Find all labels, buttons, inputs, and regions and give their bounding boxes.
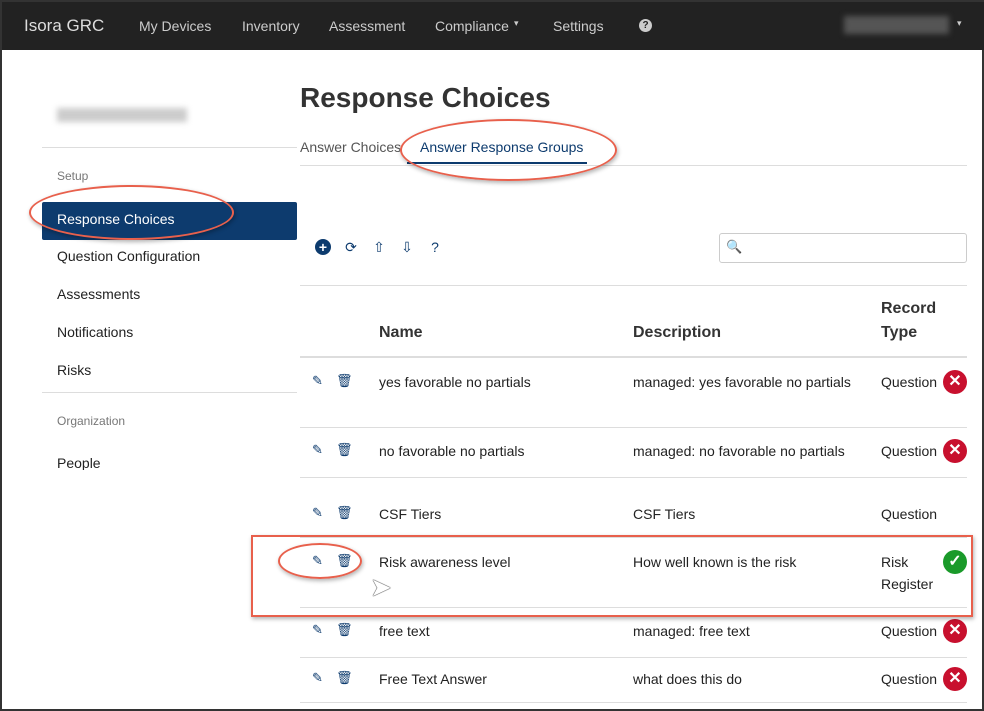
nav-my-devices[interactable]: My Devices	[139, 18, 212, 34]
divider	[42, 392, 297, 393]
row-divider	[300, 537, 967, 538]
row-description: CSF Tiers	[633, 506, 696, 522]
row-description: what does this do	[633, 671, 742, 687]
nav-inventory[interactable]: Inventory	[242, 18, 300, 34]
annotation-ellipse	[278, 543, 362, 579]
error-icon: ✕	[943, 370, 967, 394]
error-icon: ✕	[943, 439, 967, 463]
divider	[42, 147, 297, 148]
row-record-type: Question	[881, 443, 938, 459]
error-icon: ✕	[943, 667, 967, 691]
delete-icon[interactable]: 🗑	[336, 373, 353, 388]
page-title: Response Choices	[300, 82, 551, 113]
edit-icon[interactable]: ✎	[312, 622, 323, 637]
error-icon: ✕	[943, 619, 967, 643]
row-description: managed: no favorable no partials	[633, 443, 845, 459]
row-name: CSF Tiers	[379, 506, 442, 522]
row-record-type: Question	[881, 506, 938, 522]
check-icon: ✓	[943, 550, 967, 574]
column-header-description: Description	[633, 324, 722, 341]
help-icon[interactable]: ?	[431, 239, 439, 255]
top-navbar: Isora GRC My Devices Inventory Assessmen…	[2, 2, 984, 50]
sidebar-item-assessments[interactable]: Assessments	[57, 286, 141, 302]
row-name: no favorable no partials	[379, 443, 525, 459]
organization-section-label: Organization	[57, 414, 126, 428]
row-divider	[300, 427, 967, 428]
row-name: free text	[379, 623, 430, 639]
row-record-type: Question	[881, 623, 938, 639]
edit-icon[interactable]: ✎	[312, 505, 323, 520]
row-divider	[300, 657, 967, 658]
edit-icon[interactable]: ✎	[312, 442, 323, 457]
tab-answer-choices[interactable]: Answer Choices	[300, 139, 402, 155]
nav-assessment[interactable]: Assessment	[329, 18, 406, 34]
row-divider	[300, 702, 967, 703]
row-description: How well known is the risk	[633, 554, 797, 570]
delete-icon[interactable]: 🗑	[336, 442, 353, 457]
refresh-icon[interactable]: ⟳	[345, 239, 357, 255]
annotation-ellipse	[29, 185, 234, 240]
delete-icon[interactable]: 🗑	[336, 505, 353, 520]
export-icon[interactable]: ⇧	[373, 239, 385, 255]
setup-section-label: Setup	[57, 169, 89, 183]
mouse-cursor-icon: ➤	[370, 572, 392, 602]
row-record-type: Question	[881, 671, 938, 687]
import-icon[interactable]: ⇩	[401, 239, 413, 255]
org-name	[57, 108, 187, 122]
row-name: Free Text Answer	[379, 671, 487, 687]
chevron-down-icon: ▾	[514, 18, 519, 28]
sidebar-item-question-configuration[interactable]: Question Configuration	[57, 248, 201, 264]
help-icon[interactable]: ?	[639, 19, 652, 32]
delete-icon[interactable]: 🗑	[336, 670, 353, 685]
delete-icon[interactable]: 🗑	[336, 622, 353, 637]
row-record-type: Question	[881, 374, 938, 390]
brand-logo[interactable]: Isora GRC	[24, 16, 105, 35]
column-header-name: Name	[379, 324, 423, 341]
add-icon[interactable]: +	[315, 239, 331, 255]
row-name: yes favorable no partials	[379, 374, 531, 390]
edit-icon[interactable]: ✎	[312, 670, 323, 685]
annotation-highlight-box	[251, 535, 973, 617]
sidebar-item-people[interactable]: People	[57, 455, 101, 470]
row-divider	[300, 477, 967, 478]
header-divider	[300, 356, 967, 358]
row-description: managed: yes favorable no partials	[633, 374, 851, 390]
sidebar: Setup Response Choices Question Configur…	[42, 50, 297, 470]
column-header-record-type: Record Type	[881, 300, 937, 341]
chevron-down-icon[interactable]: ▾	[957, 18, 962, 28]
search-input[interactable]: 🔍	[719, 233, 967, 263]
sidebar-item-notifications[interactable]: Notifications	[57, 324, 134, 340]
nav-settings[interactable]: Settings	[553, 18, 604, 34]
row-record-type: Risk Register	[881, 554, 934, 592]
row-name: Risk awareness level	[379, 554, 511, 570]
sidebar-item-risks[interactable]: Risks	[57, 362, 92, 378]
nav-compliance[interactable]: Compliance	[435, 18, 509, 34]
row-divider	[300, 607, 967, 608]
row-description: managed: free text	[633, 623, 750, 639]
divider	[300, 285, 967, 286]
search-icon: 🔍	[726, 239, 743, 254]
edit-icon[interactable]: ✎	[312, 373, 323, 388]
user-menu[interactable]	[844, 16, 949, 34]
tab-divider	[300, 165, 967, 166]
annotation-ellipse	[400, 119, 617, 181]
